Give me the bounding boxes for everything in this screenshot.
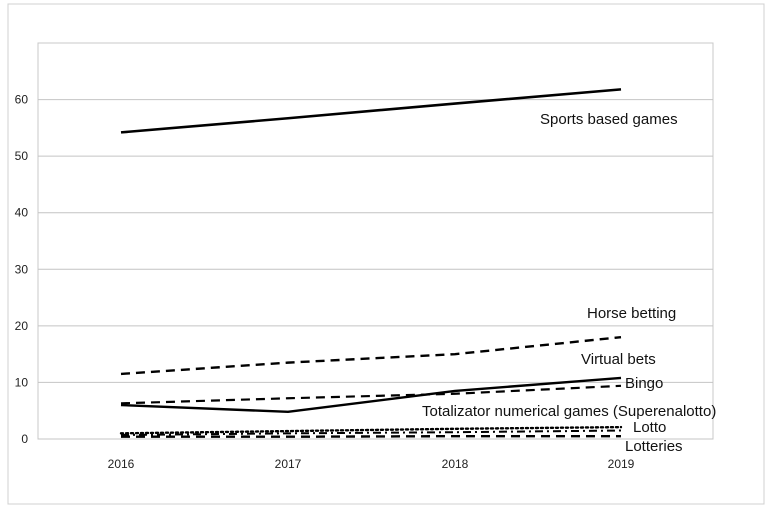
series-labels: Sports based games Horse betting Virtual b… xyxy=(422,111,716,455)
y-tick-label: 0 xyxy=(21,432,28,446)
series-line-horse-betting xyxy=(120,335,622,376)
series-line-lotto xyxy=(120,429,622,437)
series-label: Lotto xyxy=(633,419,666,436)
x-tick-label: 2019 xyxy=(608,457,635,471)
series-label: Lotteries xyxy=(625,438,683,455)
y-tick-label: 60 xyxy=(15,93,29,107)
series-line-sports-based-games xyxy=(120,88,622,134)
series-label: Bingo xyxy=(625,375,663,392)
x-tick-label: 2018 xyxy=(442,457,469,471)
series-line-lotteries xyxy=(121,434,621,438)
x-tick-label: 2017 xyxy=(275,457,302,471)
y-tick-label: 30 xyxy=(15,262,29,276)
axes: 0 10 20 30 40 50 60 2016 2017 2018 2019 xyxy=(15,93,635,471)
series-line-totalizator-numerical-games-superenalotto xyxy=(119,425,623,435)
chart-border xyxy=(7,3,765,505)
series-label: Totalizator numerical games (Superenalot… xyxy=(422,403,716,420)
y-tick-label: 40 xyxy=(15,206,29,220)
gridlines xyxy=(38,99,713,440)
series-label: Virtual bets xyxy=(581,351,656,368)
y-tick-label: 50 xyxy=(15,149,29,163)
series-label: Sports based games xyxy=(540,111,678,128)
series-lines xyxy=(119,88,623,438)
series-line-bingo xyxy=(120,384,622,405)
y-tick-label: 10 xyxy=(15,375,29,389)
y-tick-label: 20 xyxy=(15,319,29,333)
x-tick-label: 2016 xyxy=(108,457,135,471)
series-line-virtual-bets xyxy=(120,376,622,414)
series-label: Horse betting xyxy=(587,305,676,322)
